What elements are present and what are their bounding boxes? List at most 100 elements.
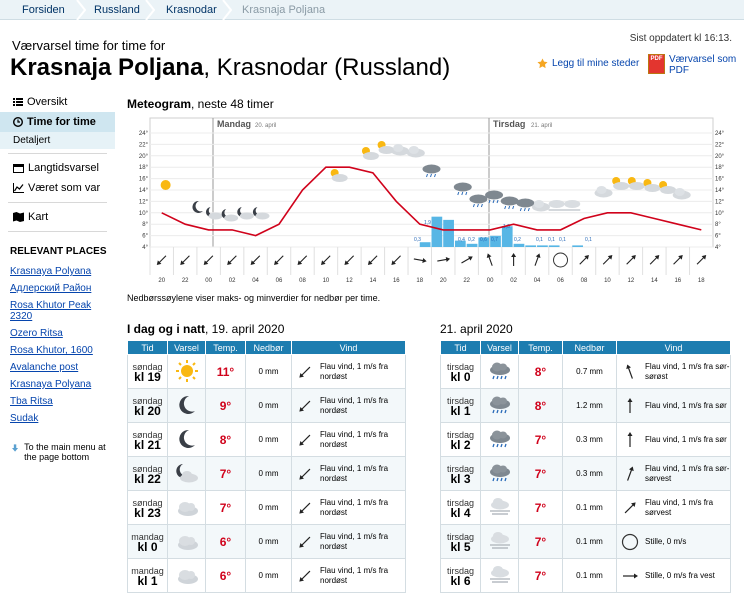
- day1-date: 20. april: [255, 123, 276, 129]
- row-day: tirsdag: [446, 395, 474, 406]
- nav-divider: [8, 202, 107, 203]
- relevant-place-link[interactable]: Rosa Khutor Peak 2320: [10, 300, 92, 322]
- fog-icon: [489, 565, 510, 583]
- precip-bar: [501, 226, 513, 247]
- forecast-row: søndag kl 21 8° 0 mm Flau vind, 1 m/s fra no…: [127, 422, 406, 457]
- row-wind-text: Flau vind, 1 m/s fra nordøst: [320, 565, 389, 585]
- precip-label: 1,3: [503, 224, 510, 230]
- row-forecast: [480, 422, 519, 457]
- sun-cloud-icon: [377, 141, 395, 154]
- x-tick-label: 14: [651, 278, 658, 284]
- relevant-place-link[interactable]: Адлерский Район: [10, 283, 92, 294]
- rain-icon: [489, 430, 510, 447]
- nav-vaeret-som-var[interactable]: Været som var: [0, 178, 115, 198]
- wind-arrow-icon: [437, 257, 451, 262]
- y-tick-label: 20°: [715, 154, 725, 160]
- precip-bar: [466, 243, 478, 247]
- nav-oversikt[interactable]: Oversikt: [0, 92, 115, 112]
- x-tick-label: 02: [229, 278, 236, 284]
- row-temp: 7°: [205, 490, 246, 525]
- breadcrumb-krasnodar[interactable]: Krasnodar: [166, 4, 217, 16]
- wind-arrow-icon: [413, 258, 427, 263]
- row-temp: 11°: [205, 354, 246, 389]
- row-temp: 9°: [205, 388, 246, 423]
- col-varsel: Varsel: [167, 340, 206, 355]
- last-updated: Sist oppdatert kl 16:13.: [629, 33, 732, 44]
- precip-label: 0,2: [468, 237, 475, 243]
- x-tick-label: 18: [698, 278, 705, 284]
- row-day: tirsdag: [446, 565, 474, 576]
- calm-wind-icon: [621, 533, 639, 550]
- fog-icon: [489, 497, 510, 515]
- precip-bar: [454, 240, 466, 247]
- fog-icon: [489, 531, 510, 549]
- row-time: søndag kl 19: [127, 354, 168, 389]
- row-time: søndag kl 21: [127, 422, 168, 457]
- relevant-place-link[interactable]: Sudak: [10, 413, 39, 424]
- row-wind-text: Stille, 0 m/s: [645, 536, 687, 546]
- wind-arrow-icon: [511, 253, 517, 266]
- relevant-place-link[interactable]: Ozero Ritsa: [10, 328, 63, 339]
- pdf-forecast-link[interactable]: PDF Værvarsel som PDF: [648, 54, 736, 76]
- forecast-row: søndag kl 20 9° 0 mm Flau vind, 1 m/s fra no…: [127, 388, 406, 423]
- x-tick-label: 04: [534, 278, 541, 284]
- breadcrumb-russland[interactable]: Russland: [94, 4, 140, 16]
- relevant-place-link[interactable]: Avalanche post: [10, 362, 79, 373]
- nav-kart-label: Kart: [28, 211, 49, 223]
- nav-kart[interactable]: Kart: [0, 207, 115, 227]
- row-forecast: [480, 490, 519, 525]
- day1-label: Mandag: [217, 119, 251, 129]
- row-temp: 8°: [518, 388, 563, 423]
- wind-arrow-icon: [299, 400, 311, 412]
- row-wind: Flau vind, 1 m/s fra sør: [616, 388, 731, 423]
- cloud-icon: [177, 501, 198, 516]
- y-tick-label: 18°: [715, 165, 725, 171]
- relevant-place-link[interactable]: Krasnaya Polyana: [10, 379, 92, 390]
- forecast-row: tirsdag kl 5 7° 0.1 mm Stille, 0 m/s: [440, 524, 731, 559]
- row-temp: 7°: [518, 558, 563, 593]
- nav-langtidsvarsel[interactable]: Langtidsvarsel: [0, 158, 115, 178]
- nav-detaljert[interactable]: Detaljert: [0, 132, 115, 149]
- col-tid: Tid: [127, 340, 168, 355]
- precip-label: 0,6: [480, 237, 487, 243]
- x-tick-label: 16: [393, 278, 400, 284]
- row-day: mandag: [131, 565, 164, 576]
- to-main-menu-link[interactable]: To the main menu at the page bottom: [0, 442, 115, 462]
- relevant-place-link[interactable]: Rosa Khutor, 1600: [10, 345, 93, 356]
- precip-bar: [572, 245, 583, 247]
- precip-label: 1,9: [424, 220, 431, 226]
- breadcrumb-forsiden[interactable]: Forsiden: [22, 4, 65, 16]
- forecast-row: mandag kl 1 6° 0 mm Flau vind, 1 m/s fra nor…: [127, 558, 406, 593]
- y-tick-label: 8°: [142, 222, 148, 228]
- y-tick-label: 18°: [139, 165, 149, 171]
- forecast-row: søndag kl 23 7° 0 mm Flau vind, 1 m/s fra no…: [127, 490, 406, 525]
- sun-cloud-icon: [330, 169, 348, 182]
- nav-time-for-time-label: Time for time: [27, 116, 96, 128]
- relevant-place-link[interactable]: Tba Ritsa: [10, 396, 53, 407]
- row-forecast: [480, 456, 519, 491]
- row-precip: 0 mm: [245, 422, 292, 457]
- y-tick-label: 14°: [139, 188, 149, 194]
- precip-bar: [478, 237, 490, 247]
- chart-icon: [13, 183, 24, 193]
- nav-time-for-time[interactable]: Time for time: [0, 112, 115, 132]
- relevant-place-link[interactable]: Krasnaya Polyana: [10, 266, 92, 277]
- row-hour: kl 22: [134, 471, 161, 486]
- row-wind: Flau vind, 1 m/s fra sør-sørvest: [616, 456, 731, 491]
- precip-label: 0,1: [585, 237, 592, 243]
- wind-arrow-icon: [579, 255, 589, 265]
- row-time: søndag kl 20: [127, 388, 168, 423]
- add-favorite-button[interactable]: Legg til mine steder: [537, 58, 639, 69]
- row-hour: kl 1: [137, 573, 158, 588]
- x-tick-label: 22: [182, 278, 189, 284]
- wind-arrow-icon: [180, 255, 190, 265]
- x-tick-label: 02: [510, 278, 517, 284]
- row-time: tirsdag kl 5: [440, 524, 481, 559]
- x-tick-label: 06: [557, 278, 564, 284]
- precip-bar: [513, 243, 525, 247]
- row-forecast: [167, 354, 206, 389]
- row-day: søndag: [132, 361, 163, 372]
- wind-arrow-icon: [696, 255, 707, 265]
- forecast-table-today: Tid Varsel Temp. Nedbør Vind søndag kl 19…: [127, 340, 406, 593]
- to-main-menu-label: To the main menu at the page bottom: [24, 442, 106, 462]
